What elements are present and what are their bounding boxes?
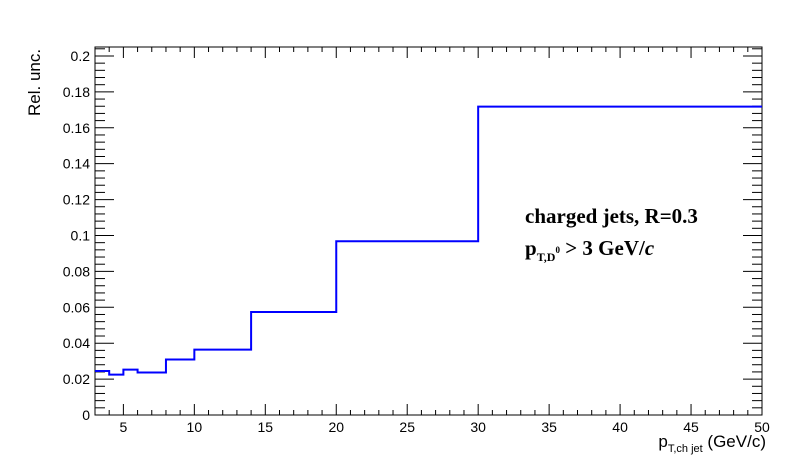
- x-axis-title: pT,ch jet (GeV/c): [658, 432, 766, 455]
- y-tick-label: 0.04: [63, 335, 90, 351]
- x-tick-label: 40: [612, 419, 628, 435]
- annotation-line2-sup: 0: [555, 245, 560, 255]
- y-tick-label: 0.16: [63, 120, 90, 136]
- annotation-line2-rest: > 3 GeV/: [560, 236, 646, 260]
- x-tick-label: 50: [754, 419, 770, 435]
- bin-segment: [95, 370, 109, 372]
- bin-segment: [138, 371, 166, 373]
- bin-segment: [194, 349, 251, 351]
- annotation-line1: charged jets, R=0.3: [525, 204, 698, 228]
- bin-segment: [478, 106, 762, 108]
- series-layer: [95, 105, 762, 376]
- x-axis-title-sub: T,ch jet: [668, 443, 703, 455]
- plot-frame: [94, 46, 763, 416]
- annotation-line2-sub: T,D: [537, 250, 556, 264]
- bin-segment: [123, 369, 137, 371]
- y-tick-label: 0.08: [63, 263, 90, 279]
- x-tick-label: 35: [541, 419, 557, 435]
- axis-ticks: 5 10 15 20 25 30 35 40 45 50 0 0.02 0.04 0.06 0.08 0.1 0…: [63, 47, 770, 435]
- x-tick-label: 10: [187, 419, 203, 435]
- y-tick-label: 0.18: [63, 84, 90, 100]
- y-tick-label: 0: [82, 407, 90, 423]
- annotation-line2: pT,D0 > 3 GeV/c: [525, 236, 655, 264]
- y-tick-label: 0.06: [63, 299, 90, 315]
- bin-segment: [166, 359, 194, 361]
- y-tick-label: 0.2: [71, 48, 91, 64]
- annotation-line2-main: p: [525, 236, 537, 260]
- y-tick-label: 0.1: [71, 227, 91, 243]
- bin-segment: [109, 374, 123, 376]
- x-tick-label: 25: [399, 419, 415, 435]
- x-tick-label: 15: [258, 419, 274, 435]
- y-tick-label: 0.12: [63, 192, 90, 208]
- x-tick-label: 5: [119, 419, 127, 435]
- y-tick-label: 0.02: [63, 371, 90, 387]
- x-axis-title-main: p: [658, 432, 667, 451]
- bin-segment: [251, 311, 336, 313]
- annotation-line2-unit: c: [645, 236, 655, 260]
- x-axis-title-unit: (GeV/c): [703, 432, 766, 451]
- x-tick-label: 45: [683, 419, 699, 435]
- series-line: [95, 105, 762, 376]
- x-tick-label: 20: [328, 419, 344, 435]
- bin-segment: [336, 240, 478, 242]
- y-tick-label: 0.14: [63, 156, 90, 172]
- y-axis-title: Rel. unc.: [25, 49, 44, 116]
- x-tick-label: 30: [470, 419, 486, 435]
